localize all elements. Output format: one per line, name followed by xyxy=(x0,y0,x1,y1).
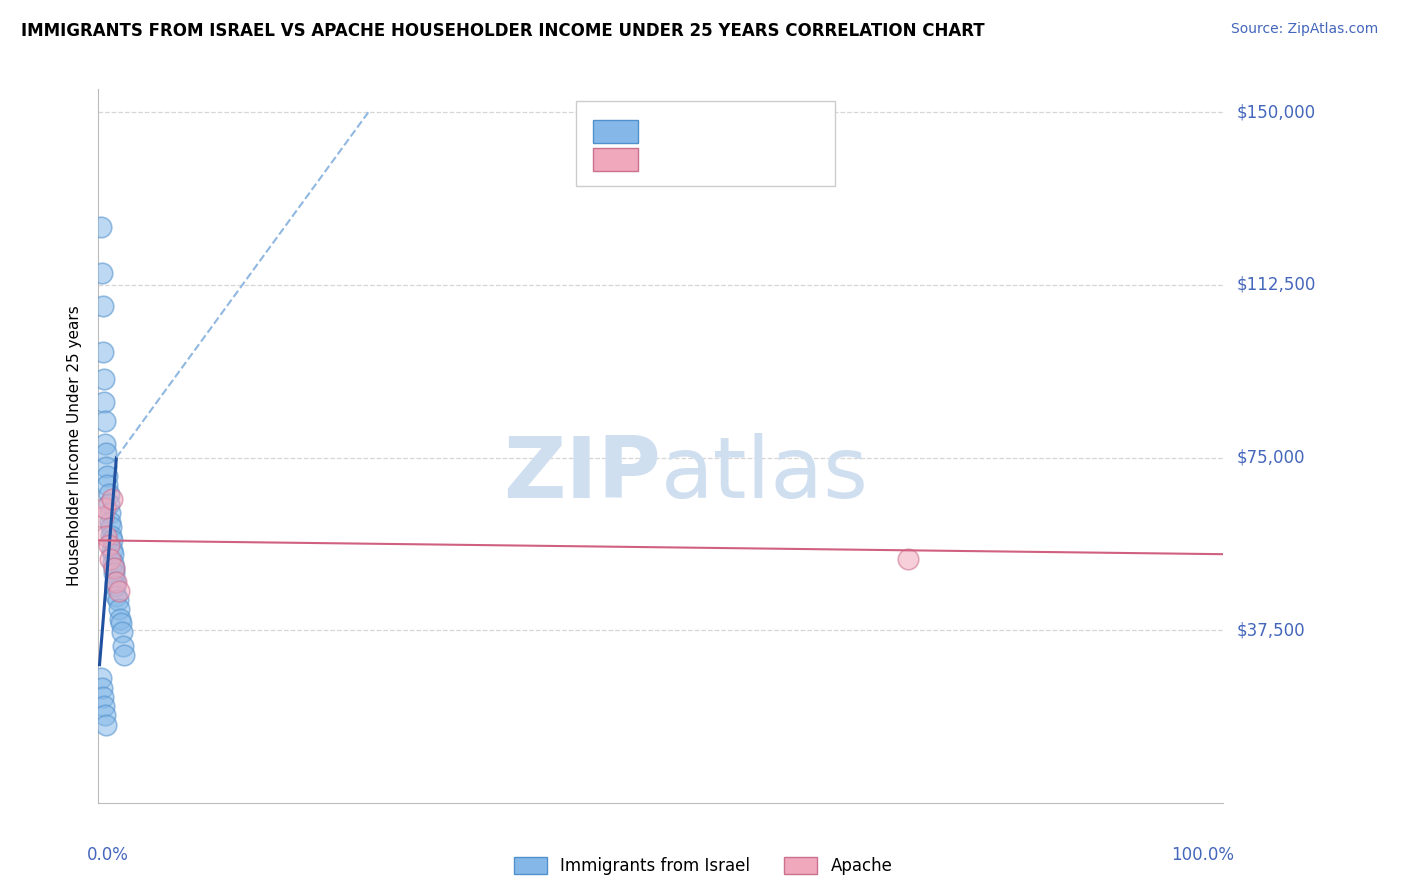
Point xyxy=(101,557,124,571)
Point xyxy=(96,459,118,474)
Point xyxy=(98,551,121,566)
Point xyxy=(101,542,124,557)
Point xyxy=(90,266,112,280)
Y-axis label: Householder Income Under 25 years: Householder Income Under 25 years xyxy=(67,306,83,586)
Point xyxy=(94,414,117,428)
Point xyxy=(107,593,129,607)
Point xyxy=(91,299,114,313)
Text: 100.0%: 100.0% xyxy=(1171,846,1234,863)
Point xyxy=(101,491,124,506)
Point xyxy=(98,515,121,529)
Point xyxy=(103,566,125,580)
Point xyxy=(97,538,120,552)
Point xyxy=(90,672,112,686)
Text: R =   0.185: R = 0.185 xyxy=(650,121,744,139)
Point xyxy=(112,648,135,663)
Point xyxy=(97,487,120,501)
Text: $112,500: $112,500 xyxy=(1237,276,1316,293)
Point xyxy=(100,529,122,543)
Legend: Immigrants from Israel, Apache: Immigrants from Israel, Apache xyxy=(513,856,893,875)
Point xyxy=(103,561,125,575)
FancyBboxPatch shape xyxy=(576,101,835,186)
Point xyxy=(93,699,115,714)
Point xyxy=(897,551,920,566)
Point xyxy=(93,372,115,386)
Text: 0.0%: 0.0% xyxy=(87,846,129,863)
Point xyxy=(103,561,125,575)
Point xyxy=(111,625,134,640)
Point xyxy=(101,533,124,548)
Text: R = -0.088: R = -0.088 xyxy=(650,150,738,168)
Point xyxy=(91,510,114,524)
Point xyxy=(98,506,121,520)
Text: atlas: atlas xyxy=(661,433,869,516)
Point xyxy=(104,579,127,593)
Point xyxy=(93,395,115,409)
Point xyxy=(110,616,132,631)
Point xyxy=(94,501,117,516)
FancyBboxPatch shape xyxy=(593,148,638,171)
Point xyxy=(108,612,131,626)
Text: N = 10: N = 10 xyxy=(762,150,820,168)
Point xyxy=(101,547,124,561)
Point xyxy=(91,690,114,704)
Text: $150,000: $150,000 xyxy=(1237,103,1316,121)
Point xyxy=(96,717,118,731)
Text: IMMIGRANTS FROM ISRAEL VS APACHE HOUSEHOLDER INCOME UNDER 25 YEARS CORRELATION C: IMMIGRANTS FROM ISRAEL VS APACHE HOUSEHO… xyxy=(21,22,984,40)
Text: $75,000: $75,000 xyxy=(1237,449,1306,467)
Point xyxy=(96,446,118,460)
Text: ZIP: ZIP xyxy=(503,433,661,516)
Point xyxy=(90,681,112,695)
Point xyxy=(97,497,120,511)
Text: Source: ZipAtlas.com: Source: ZipAtlas.com xyxy=(1230,22,1378,37)
Point xyxy=(105,574,128,589)
Point xyxy=(94,436,117,450)
Point xyxy=(96,529,118,543)
Point xyxy=(107,602,129,616)
Point xyxy=(112,640,135,654)
Point xyxy=(96,469,118,483)
Point xyxy=(105,589,128,603)
FancyBboxPatch shape xyxy=(593,120,638,143)
Point xyxy=(104,574,127,589)
Point xyxy=(107,584,129,599)
Point xyxy=(96,478,118,492)
Point xyxy=(90,220,112,235)
Text: N = 40: N = 40 xyxy=(762,121,820,139)
Point xyxy=(91,344,114,359)
Text: $37,500: $37,500 xyxy=(1237,621,1306,640)
Point xyxy=(100,519,122,533)
Point xyxy=(94,708,117,723)
